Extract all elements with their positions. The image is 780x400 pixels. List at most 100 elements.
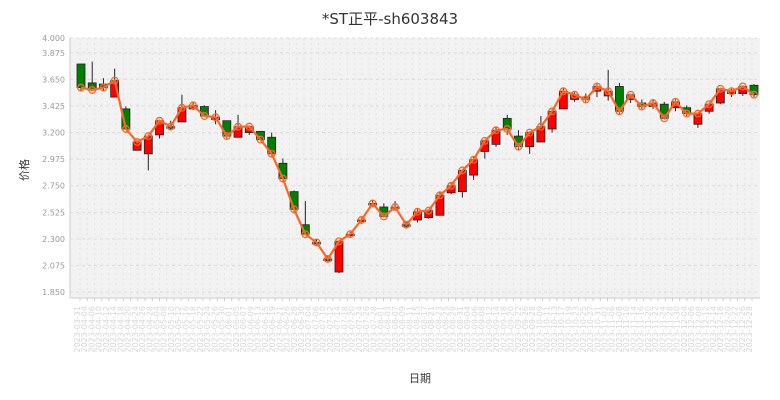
x-axis: 2023-03-312023-04-042023-04-062023-04-10… <box>70 297 760 353</box>
close-price-marker <box>469 155 478 164</box>
x-tick-label: 2023-07-20 <box>348 306 357 353</box>
x-tick-label: 2023-10-11 <box>543 306 552 353</box>
close-price-marker <box>435 191 444 200</box>
x-tick-label: 2023-10-19 <box>564 306 573 353</box>
x-tick-label: 2023-06-28 <box>290 306 299 353</box>
y-axis-title: 价格 <box>17 159 31 181</box>
x-tick-label: 2023-05-12 <box>174 306 183 353</box>
close-price-marker <box>256 135 265 144</box>
grid-lines <box>70 37 760 298</box>
x-tick-label: 2023-11-06 <box>608 306 617 353</box>
x-tick-label: 2023-09-06 <box>470 306 479 353</box>
x-tick-label: 2023-09-18 <box>499 306 508 353</box>
x-tick-label: 2023-09-28 <box>528 306 537 353</box>
x-tick-label: 2023-12-20 <box>723 306 732 353</box>
x-tick-label: 2023-06-21 <box>275 306 284 353</box>
close-price-marker <box>357 216 366 224</box>
close-price-marker <box>379 212 388 221</box>
close-price-marker <box>234 122 242 131</box>
x-tick-label: 2023-12-22 <box>731 306 740 353</box>
x-tick-label: 2023-08-31 <box>456 306 465 353</box>
x-tick-label: 2023-06-01 <box>225 306 234 353</box>
x-tick-label: 2023-08-15 <box>413 306 422 353</box>
close-price-marker <box>593 82 601 91</box>
x-tick-label: 2023-08-11 <box>405 306 414 353</box>
x-tick-label: 2023-04-14 <box>109 306 118 353</box>
x-tick-label: 2023-06-07 <box>239 306 248 353</box>
x-tick-label: 2023-06-19 <box>268 306 277 353</box>
x-tick-label: 2023-05-08 <box>160 306 169 353</box>
x-tick-label: 2023-11-02 <box>600 306 609 353</box>
x-tick-label: 2023-07-24 <box>355 306 364 353</box>
x-tick-label: 2023-09-26 <box>521 306 530 353</box>
x-tick-label: 2023-09-20 <box>507 306 516 353</box>
y-tick-label: 3.200 <box>42 129 65 138</box>
plot-area <box>70 38 760 298</box>
x-tick-label: 2023-05-24 <box>203 306 212 353</box>
close-price-marker <box>492 126 500 135</box>
x-tick-label: 2023-07-04 <box>304 306 313 353</box>
x-tick-label: 2023-04-26 <box>138 306 147 353</box>
close-price-marker <box>200 112 209 120</box>
x-tick-label: 2023-09-22 <box>514 306 523 353</box>
close-price-marker <box>514 142 523 151</box>
x-tick-label: 2023-07-06 <box>311 306 320 353</box>
x-tick-label: 2023-05-16 <box>181 306 190 353</box>
x-tick-label: 2023-10-27 <box>586 306 595 353</box>
x-tick-label: 2023-06-26 <box>283 306 292 353</box>
x-tick-label: 2023-12-18 <box>716 306 725 353</box>
x-tick-label: 2023-11-10 <box>622 306 631 353</box>
chart-title: *ST正平-sh603843 <box>321 10 459 28</box>
close-price-marker <box>155 116 164 125</box>
x-tick-label: 2023-04-24 <box>131 306 140 353</box>
x-axis-title: 日期 <box>409 372 431 385</box>
x-tick-label: 2023-11-28 <box>666 306 675 353</box>
x-tick-label: 2023-11-30 <box>673 306 682 353</box>
y-tick-label: 4.000 <box>42 34 65 43</box>
close-price-marker <box>559 87 568 96</box>
x-tick-label: 2023-08-25 <box>442 306 451 353</box>
x-tick-label: 2023-07-12 <box>326 306 335 353</box>
close-price-marker <box>222 132 231 141</box>
x-tick-label: 2023-10-09 <box>535 306 544 353</box>
close-price-marker <box>503 125 512 133</box>
x-tick-label: 2023-10-31 <box>593 306 602 353</box>
x-tick-label: 2023-05-30 <box>218 306 227 353</box>
close-price-marker <box>413 207 422 216</box>
x-tick-label: 2023-04-28 <box>145 306 154 353</box>
close-price-marker <box>716 84 725 93</box>
x-tick-label: 2023-04-06 <box>87 306 96 353</box>
close-price-marker <box>615 107 624 116</box>
x-tick-label: 2023-04-12 <box>102 306 111 353</box>
close-price-marker <box>660 114 669 123</box>
x-tick-label: 2023-08-29 <box>449 306 458 353</box>
close-price-marker <box>570 90 579 99</box>
x-tick-label: 2023-06-05 <box>232 306 241 353</box>
close-price-marker <box>458 166 467 175</box>
close-price-marker <box>99 83 108 92</box>
x-tick-label: 2023-03-31 <box>73 306 82 353</box>
x-tick-label: 2023-04-10 <box>95 306 104 353</box>
y-tick-label: 2.300 <box>42 235 65 244</box>
x-tick-label: 2023-12-12 <box>702 306 711 353</box>
y-tick-label: 2.525 <box>42 208 65 217</box>
close-price-marker <box>290 205 299 214</box>
close-price-marker <box>548 107 557 116</box>
y-tick-label: 3.425 <box>42 102 65 111</box>
x-tick-label: 2023-12-06 <box>687 306 696 353</box>
close-price-marker <box>301 230 310 239</box>
y-tick-label: 2.075 <box>42 262 65 271</box>
x-tick-label: 2023-07-10 <box>319 306 328 353</box>
x-tick-label: 2023-05-04 <box>152 306 161 353</box>
x-tick-label: 2023-12-08 <box>694 306 703 353</box>
x-tick-label: 2023-09-08 <box>478 306 487 353</box>
close-price-marker <box>682 109 691 118</box>
x-tick-label: 2023-04-20 <box>124 306 133 353</box>
x-tick-label: 2023-08-07 <box>391 306 400 353</box>
close-price-marker <box>189 101 198 110</box>
x-tick-label: 2023-06-09 <box>246 306 255 353</box>
x-tick-label: 2023-04-18 <box>116 306 125 353</box>
x-tick-label: 2023-05-10 <box>167 306 176 353</box>
x-tick-label: 2023-05-26 <box>210 306 219 353</box>
